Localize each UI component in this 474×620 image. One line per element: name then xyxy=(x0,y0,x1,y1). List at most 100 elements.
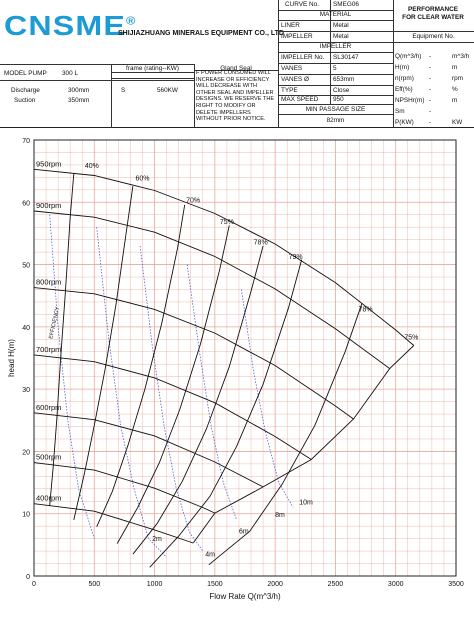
discharge-value: 300mm xyxy=(68,87,90,94)
model-label: MODEL PUMP xyxy=(4,70,47,77)
perf-row-label: P(KW) xyxy=(395,119,414,126)
y-tick-label: 40 xyxy=(22,325,30,332)
x-axis-label: Flow Rate Q(m^3/h) xyxy=(209,592,281,601)
npsh-label: 4m xyxy=(205,552,215,559)
header-table: CNSME® SHIJIAZHUANG MINERALS EQUIPMENT C… xyxy=(0,0,474,128)
perf-row-label: Q(m^3/h) xyxy=(395,53,422,60)
max-speed-value: 950 xyxy=(333,96,344,103)
speed-curve xyxy=(33,168,415,346)
speed-curve xyxy=(33,503,194,544)
vanes-dia-label: VANES Ø xyxy=(281,76,309,83)
y-tick-label: 10 xyxy=(22,512,30,519)
perf-row-label: NPSHr(m) xyxy=(395,97,425,104)
model-value: 300 L xyxy=(62,70,78,77)
type-value: Close xyxy=(333,87,350,94)
speed-curve xyxy=(33,462,216,514)
x-tick-label: 3500 xyxy=(448,581,464,588)
x-tick-label: 500 xyxy=(88,581,100,588)
speed-curve xyxy=(33,412,264,488)
speed-label: 950rpm xyxy=(36,159,61,168)
perf-row-dash: - xyxy=(429,86,432,93)
suction-label: Suction xyxy=(14,97,36,104)
vanes-label: VANES xyxy=(281,65,303,72)
efficiency-label: 78% xyxy=(359,306,373,313)
x-tick-label: 2000 xyxy=(267,581,283,588)
suction-value: 350mm xyxy=(68,97,90,104)
speed-label: 400rpm xyxy=(36,494,61,503)
y-tick-label: 0 xyxy=(26,574,30,581)
efficiency-curve xyxy=(208,303,363,566)
y-axis-label: head H(m) xyxy=(7,339,16,377)
npsh-curve xyxy=(186,264,237,521)
npsh-curve xyxy=(139,245,204,552)
perf-row-unit: m xyxy=(452,97,458,104)
speed-curve xyxy=(33,287,354,420)
perf-row-dash: - xyxy=(429,53,432,60)
efficiency-label: 75% xyxy=(220,219,234,226)
company-name: SHIJIAZHUANG MINERALS EQUIPMENT CO., LTD xyxy=(118,30,284,37)
liner-label: LINER xyxy=(281,22,300,29)
speed-label: 700rpm xyxy=(36,345,61,354)
perf-row-dash: - xyxy=(429,75,432,82)
perf-row-unit: KW xyxy=(452,119,463,126)
material-title: MATERIAL xyxy=(319,11,352,18)
frame-value: S xyxy=(121,87,126,94)
y-tick-label: 30 xyxy=(22,387,30,394)
efficiency-label: 75% xyxy=(404,334,418,341)
vanes-value: 5 xyxy=(333,65,337,72)
npsh-label: 6m xyxy=(239,529,249,536)
x-tick-label: 0 xyxy=(32,581,36,588)
efficiency-curve xyxy=(132,245,264,555)
speed-label: 600rpm xyxy=(36,403,61,412)
speed-curve xyxy=(33,210,390,369)
efficiency-curve xyxy=(149,259,303,568)
plot-frame xyxy=(33,139,457,577)
perf-row-label: n(rpm) xyxy=(395,75,414,82)
efficiency-label: 60% xyxy=(136,175,150,182)
npsh-label: 8m xyxy=(275,512,285,519)
vanes-dia-value: 653mm xyxy=(333,76,355,83)
x-tick-label: 3000 xyxy=(388,581,404,588)
speed-label: 500rpm xyxy=(36,453,61,462)
perf-row-unit: rpm xyxy=(452,75,464,82)
notice-text: F POWER CONSUMED WILL INCREASE OR EFFICI… xyxy=(196,70,275,123)
performance-chart: 0 500 1000 1500 2000 2500 3000 3500 0 10 20 30 40 50 6… xyxy=(7,138,464,601)
npsh-curve xyxy=(96,227,167,558)
performance-title: PERFORMANCE FOR CLEAR WATER xyxy=(402,6,464,21)
perf-row-unit: m^3/h xyxy=(452,53,470,60)
perf-row-label: Sm xyxy=(395,108,405,115)
y-tick-label: 50 xyxy=(22,263,30,270)
perf-row-dash: - xyxy=(429,119,432,126)
type-label: TYPE xyxy=(281,87,298,94)
perf-row-dash: - xyxy=(429,108,432,115)
company-logo: CNSME® xyxy=(4,10,137,41)
y-tick-label: 70 xyxy=(22,138,30,145)
perf-row-label: H(m) xyxy=(395,64,410,71)
liner-value: Metal xyxy=(333,22,349,29)
efficiency-curve xyxy=(96,204,186,527)
impeller-no-label: IMPELLER No. xyxy=(281,54,325,61)
efficiency-label: 78% xyxy=(254,240,268,247)
perf-row-unit: % xyxy=(452,86,458,93)
x-tick-label: 2500 xyxy=(328,581,344,588)
speed-curve xyxy=(33,354,312,460)
efficiency-curve xyxy=(49,173,75,506)
min-passage-value: 82mm xyxy=(326,117,345,124)
efficiency-curve xyxy=(73,186,134,521)
efficiency-label: 70% xyxy=(186,197,200,204)
curve-no-label: CURVE No. xyxy=(285,1,319,8)
impeller-title: IMPELLER xyxy=(319,43,352,50)
perf-row-unit: m xyxy=(452,64,458,71)
speed-label: 900rpm xyxy=(36,201,61,210)
perf-row-label: Eff(%) xyxy=(395,86,413,93)
curve-no-value: SMEG06 xyxy=(333,1,359,8)
equipment-no-label: Equipment No. xyxy=(412,33,455,40)
rating-value: 560KW xyxy=(157,87,178,94)
perf-row-dash: - xyxy=(429,64,432,71)
npsh-curve xyxy=(241,289,294,508)
y-tick-label: 60 xyxy=(22,200,30,207)
npsh-label: 10m xyxy=(299,499,313,506)
discharge-label: Discharge xyxy=(11,87,40,94)
gland-label: Gland Seal xyxy=(220,65,252,72)
x-tick-label: 1500 xyxy=(207,581,223,588)
